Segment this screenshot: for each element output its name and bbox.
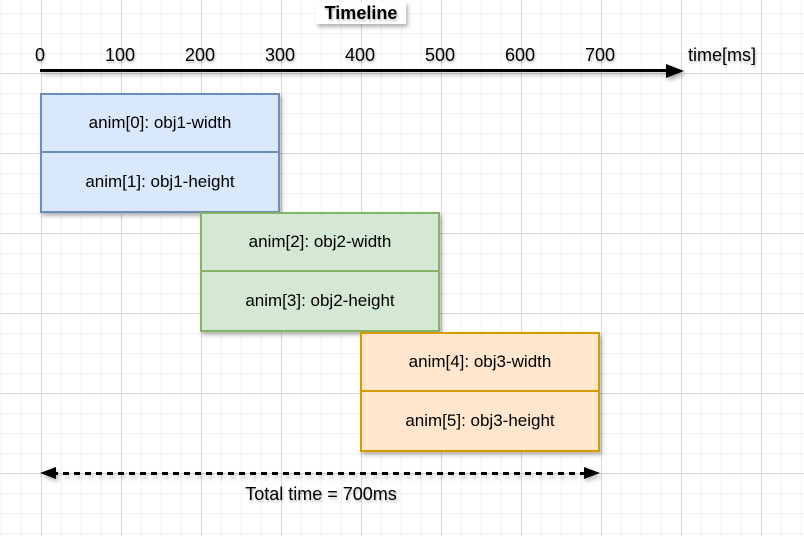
axis-tick-500: 500 [424,45,456,65]
axis-unit-label: time[ms] [687,45,756,65]
anim-box-0: anim[0]: obj1-width [42,95,278,153]
diagram-title: Timeline [316,2,406,24]
total-time-label: Total time = 700ms [245,484,397,504]
anim-box-3-label: anim[3]: obj2-height [245,291,395,310]
anim-box-4: anim[4]: obj3-width [362,334,598,392]
timeline-axis-line [40,69,670,72]
arrow-right-head-icon [584,467,600,479]
axis-tick-600: 600 [504,45,536,65]
anim-box-3: anim[3]: obj2-height [202,272,438,330]
track-obj3: anim[4]: obj3-width anim[5]: obj3-height [360,332,600,452]
axis-tick-700: 700 [584,45,616,65]
anim-box-1: anim[1]: obj1-height [42,153,278,211]
track-obj1: anim[0]: obj1-width anim[1]: obj1-height [40,93,280,213]
arrow-left-head-icon [40,467,56,479]
axis-tick-100: 100 [104,45,136,65]
dashed-line [52,472,588,475]
axis-tick-400: 400 [344,45,376,65]
anim-box-0-label: anim[0]: obj1-width [88,113,232,132]
anim-box-1-label: anim[1]: obj1-height [85,172,235,191]
anim-box-2: anim[2]: obj2-width [202,214,438,272]
axis-tick-0: 0 [34,45,45,65]
track-obj2: anim[2]: obj2-width anim[3]: obj2-height [200,212,440,332]
timeline-axis-arrowhead-icon [666,64,684,78]
axis-tick-300: 300 [264,45,296,65]
anim-box-5: anim[5]: obj3-height [362,392,598,450]
anim-box-2-label: anim[2]: obj2-width [248,232,392,251]
total-time-arrow [40,462,600,484]
anim-box-5-label: anim[5]: obj3-height [405,411,555,430]
anim-box-4-label: anim[4]: obj3-width [408,352,552,371]
axis-tick-200: 200 [184,45,216,65]
